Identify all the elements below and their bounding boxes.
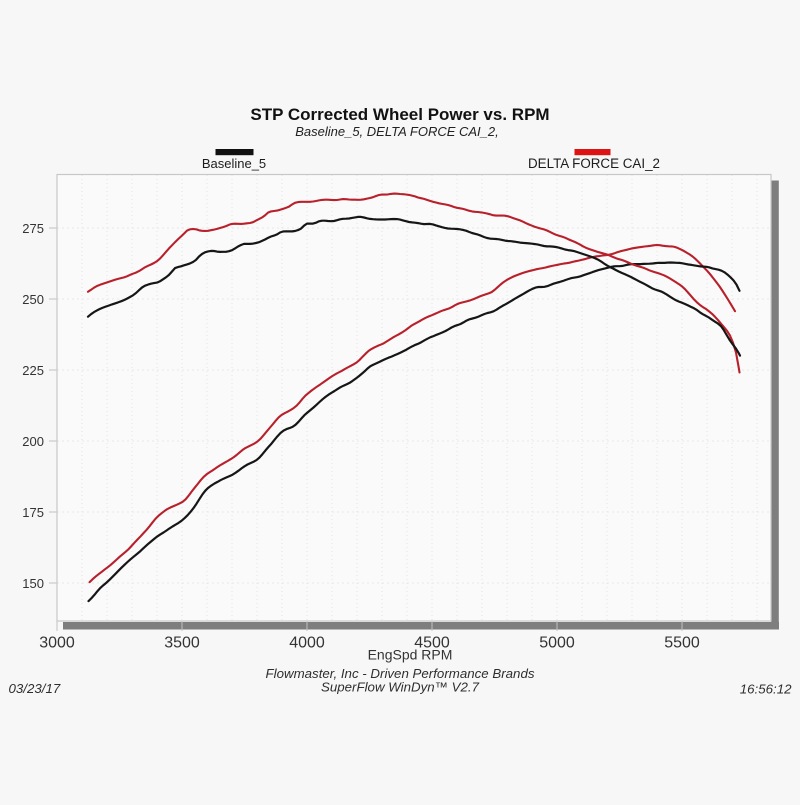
svg-text:Baseline_5, DELTA FORCE CAI_2,: Baseline_5, DELTA FORCE CAI_2, xyxy=(295,124,499,139)
svg-text:200: 200 xyxy=(22,434,44,449)
svg-text:16:56:12: 16:56:12 xyxy=(740,682,792,697)
svg-text:03/23/17: 03/23/17 xyxy=(9,681,61,696)
svg-text:DELTA FORCE CAI_2: DELTA FORCE CAI_2 xyxy=(528,156,660,171)
svg-text:Baseline_5: Baseline_5 xyxy=(202,156,266,171)
svg-text:3500: 3500 xyxy=(164,635,200,652)
svg-text:SuperFlow WinDyn™ V2.7: SuperFlow WinDyn™ V2.7 xyxy=(321,680,480,695)
svg-text:4000: 4000 xyxy=(289,635,325,652)
svg-text:175: 175 xyxy=(22,505,44,520)
svg-text:EngSpd RPM: EngSpd RPM xyxy=(368,647,453,663)
svg-text:250: 250 xyxy=(22,292,44,307)
svg-text:5000: 5000 xyxy=(539,635,575,652)
svg-text:3000: 3000 xyxy=(39,635,75,652)
svg-text:225: 225 xyxy=(22,363,44,378)
svg-text:STP Corrected Wheel Power vs.: STP Corrected Wheel Power vs. RPM xyxy=(250,105,549,124)
svg-text:5500: 5500 xyxy=(664,635,700,652)
svg-text:4500: 4500 xyxy=(414,635,450,652)
svg-text:Flowmaster, Inc - Driven Perfo: Flowmaster, Inc - Driven Performance Bra… xyxy=(266,666,535,681)
svg-text:150: 150 xyxy=(22,576,44,591)
svg-text:275: 275 xyxy=(22,221,44,236)
